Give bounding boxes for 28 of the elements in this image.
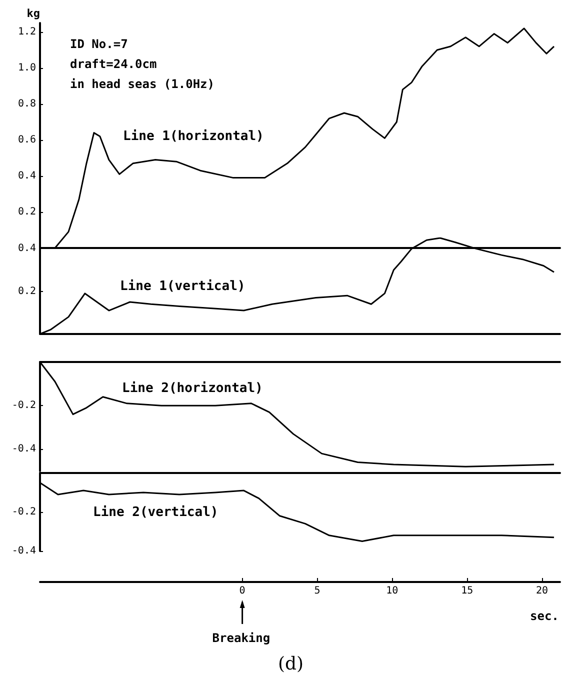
annotation: in head seas (1.0Hz) bbox=[70, 77, 214, 91]
x-tick-label: 0 bbox=[239, 586, 246, 596]
y-tick-label: 0.8 bbox=[18, 98, 36, 110]
series-label: Line 2(vertical) bbox=[93, 505, 218, 520]
y-tick-label: -0.2 bbox=[12, 400, 36, 412]
annotation: ID No.=7 bbox=[70, 37, 128, 51]
y-tick-label: 1.2 bbox=[18, 26, 36, 38]
y-tick-label: 0.4 bbox=[18, 243, 36, 254]
x-axis-title: sec. bbox=[530, 609, 559, 623]
y-tick-label: 0.4 bbox=[18, 170, 36, 182]
text: (d) bbox=[278, 654, 304, 674]
y-axis-title: kg bbox=[26, 7, 40, 20]
series-label: Line 2(horizontal) bbox=[122, 381, 263, 396]
annotation: Breaking bbox=[212, 631, 270, 645]
y-tick-label: -0.4 bbox=[12, 444, 36, 455]
x-tick-label: 5 bbox=[314, 586, 320, 596]
y-tick-label: 0.2 bbox=[18, 206, 36, 218]
y-tick-label: -0.2 bbox=[12, 506, 36, 518]
x-tick-label: 15 bbox=[461, 586, 474, 596]
y-tick-label: -0.4 bbox=[12, 546, 36, 556]
annotation: draft=24.0cm bbox=[70, 57, 157, 71]
x-tick-label: 20 bbox=[536, 586, 548, 596]
y-tick-label: 1.0 bbox=[18, 62, 36, 74]
y-tick-label: 0.6 bbox=[18, 134, 36, 146]
series-label: Line 1(vertical) bbox=[120, 279, 246, 294]
x-tick-label: 10 bbox=[386, 586, 398, 596]
series-label: Line 1(horizontal) bbox=[123, 129, 264, 144]
y-tick-label: 0.2 bbox=[18, 286, 36, 297]
